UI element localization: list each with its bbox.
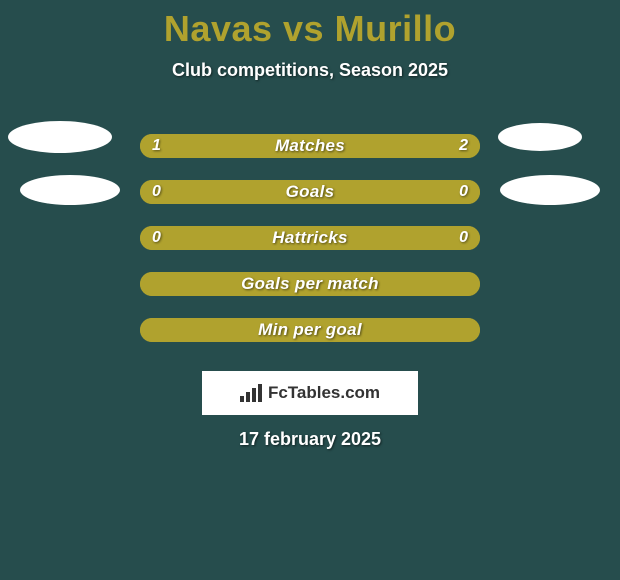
stat-bar: Goals0 0 [140, 180, 480, 204]
stat-label: Min per goal [140, 318, 480, 342]
stat-value-right: 2 [459, 134, 468, 158]
stat-bar: Matches1 2 [140, 134, 480, 158]
subtitle: Club competitions, Season 2025 [0, 60, 620, 81]
branding-text: FcTables.com [268, 383, 380, 403]
stats-chart: Matches12Goals00Hattricks00Goals per mat… [0, 123, 620, 353]
stat-value-left: 1 [152, 134, 161, 158]
stat-label: Goals per match [140, 272, 480, 296]
stat-label: Matches [140, 134, 480, 158]
footer-date: 17 february 2025 [0, 429, 620, 450]
stat-row: Goals per match [0, 261, 620, 307]
player-left-badge [20, 175, 120, 205]
stat-value-right: 0 [459, 180, 468, 204]
stat-bar: Hattricks0 0 [140, 226, 480, 250]
bar-chart-icon [240, 384, 262, 402]
stat-row: Min per goal [0, 307, 620, 353]
stat-bar: Min per goal [140, 318, 480, 342]
player-right-badge [498, 123, 582, 151]
stat-value-left: 0 [152, 180, 161, 204]
player-left-name: Navas [164, 8, 273, 49]
vs-separator: vs [283, 8, 324, 49]
player-right-badge [500, 175, 600, 205]
player-right-name: Murillo [335, 8, 456, 49]
player-left-badge [8, 121, 112, 153]
stat-bar: Goals per match [140, 272, 480, 296]
stat-label: Goals [140, 180, 480, 204]
stat-label: Hattricks [140, 226, 480, 250]
stat-row: Hattricks0 0 [0, 215, 620, 261]
comparison-infographic: Navas vs Murillo Club competitions, Seas… [0, 0, 620, 580]
stat-value-left: 0 [152, 226, 161, 250]
page-title: Navas vs Murillo [0, 0, 620, 50]
branding-box: FcTables.com [202, 371, 418, 415]
stat-value-right: 0 [459, 226, 468, 250]
